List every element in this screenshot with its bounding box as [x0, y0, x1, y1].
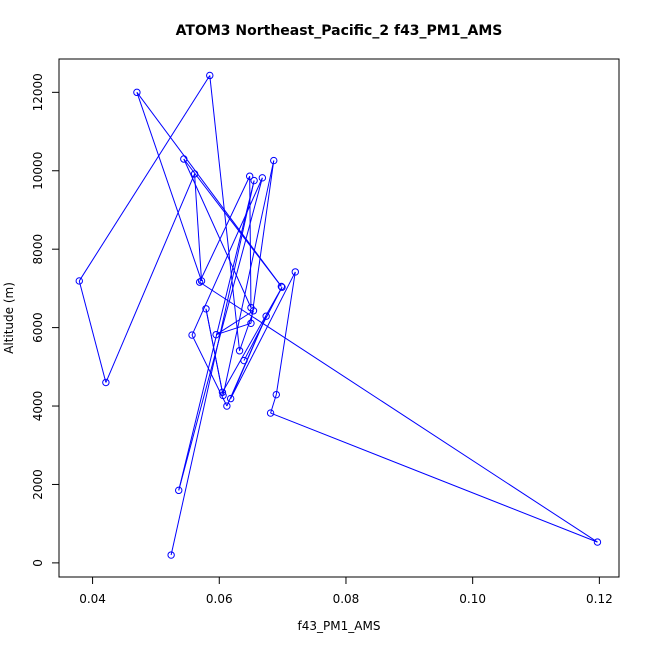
x-tick-label: 0.12: [586, 592, 613, 606]
series-line-segment: [239, 310, 254, 351]
series-line-segment: [78, 75, 211, 282]
series-line-segment: [199, 281, 598, 543]
data-point: [102, 378, 110, 387]
y-tick-label: 4000: [31, 391, 45, 422]
series-line-segment: [275, 271, 296, 395]
series-line-segment: [105, 173, 196, 383]
data-point: [245, 172, 254, 180]
data-point: [188, 331, 196, 339]
data-point: [212, 330, 220, 339]
data-point: [190, 170, 199, 178]
data-point: [75, 277, 83, 285]
x-axis: 0.04 0.06 0.08 0.10 0.12: [79, 577, 613, 606]
x-axis-label: f43_PM1_AMS: [298, 619, 381, 633]
y-tick-label: 12000: [31, 73, 45, 111]
data-point: [175, 486, 183, 495]
series-line-segment: [194, 173, 203, 281]
series-line-segment: [250, 160, 275, 324]
data-point: [262, 312, 270, 320]
data-point: [272, 390, 280, 399]
plot-frame: [58, 58, 620, 578]
data-point: [218, 388, 227, 397]
data-point: [223, 402, 231, 410]
x-tick-label: 0.04: [79, 592, 106, 606]
y-tick-label: 10000: [31, 152, 45, 190]
series-line-segment: [230, 271, 296, 399]
series-points: [75, 71, 602, 559]
chart-title: ATOM3 Northeast_Pacific_2 f43_PM1_AMS: [176, 23, 503, 39]
series-line-segment: [243, 286, 283, 361]
series-line-segment: [209, 75, 241, 351]
data-point: [249, 307, 258, 315]
data-point: [277, 282, 286, 291]
series-lines: [78, 75, 598, 556]
series-line-segment: [222, 160, 275, 396]
series-line-segment: [136, 92, 282, 287]
series-line-segment: [199, 176, 251, 283]
series-line-segment: [78, 280, 107, 383]
series-line-segment: [222, 286, 283, 393]
data-point: [266, 409, 275, 417]
series-line-segment: [270, 412, 598, 543]
data-point: [180, 155, 188, 163]
series-line-segment: [215, 322, 252, 336]
data-point: [240, 356, 248, 365]
y-tick-label: 6000: [31, 312, 45, 343]
series-line-segment: [249, 176, 252, 308]
y-tick-label: 0: [31, 559, 45, 567]
data-point: [197, 277, 206, 285]
series-line-segment: [215, 310, 254, 336]
data-point: [167, 551, 175, 559]
y-tick-label: 2000: [31, 469, 45, 500]
x-tick-label: 0.08: [333, 592, 360, 606]
series-line-segment: [191, 334, 228, 407]
data-point: [250, 176, 258, 185]
data-point: [133, 88, 141, 97]
data-point: [195, 278, 204, 286]
data-point: [202, 305, 210, 313]
series-line-segment: [170, 180, 255, 556]
data-point: [206, 71, 214, 80]
y-axis-label: Altitude (m): [2, 282, 16, 354]
data-point: [226, 394, 235, 403]
y-tick-label: 8000: [31, 234, 45, 265]
data-point: [219, 391, 227, 400]
data-point: [247, 319, 255, 327]
series-line-segment: [205, 308, 223, 393]
data-point: [258, 174, 267, 182]
data-point: [270, 156, 278, 165]
x-tick-label: 0.10: [459, 592, 486, 606]
data-point: [291, 268, 299, 276]
series-line-segment: [178, 180, 255, 491]
data-point: [593, 538, 602, 546]
y-axis: 0 2000 4000 6000 8000 10000 12000: [31, 73, 59, 567]
series-line-segment: [191, 177, 263, 336]
series-line-segment: [136, 92, 203, 282]
data-point: [235, 347, 244, 355]
series-line-segment: [178, 177, 263, 491]
data-point: [278, 283, 286, 291]
x-tick-label: 0.06: [206, 592, 233, 606]
